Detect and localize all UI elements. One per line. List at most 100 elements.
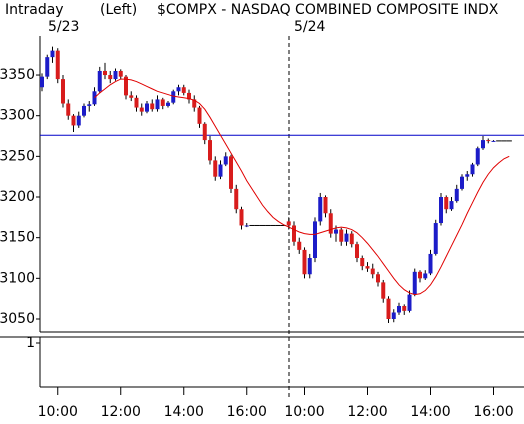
candle-body (339, 229, 344, 242)
candle-body (439, 197, 443, 224)
session-label: 5/24 (294, 19, 326, 35)
candle-body (103, 70, 107, 76)
candle-body (208, 140, 212, 161)
candle-body (108, 75, 113, 80)
candle-body (87, 104, 92, 106)
candle-body (171, 91, 176, 103)
y-tick-label: 1 (26, 335, 35, 351)
candle-body (328, 213, 333, 234)
chart-title: $COMPX - NASDAQ COMBINED COMPOSITE INDX (157, 2, 499, 18)
candle-body (365, 266, 370, 269)
y-tick-label: 3200 (0, 189, 35, 205)
x-tick-label: 12:00 (101, 404, 141, 420)
scale-side-label: (Left) (100, 2, 137, 18)
candle-body (318, 197, 323, 222)
candle-body (61, 79, 65, 104)
x-tick-label: 16:00 (473, 404, 513, 420)
candle-body (139, 107, 144, 112)
candle-body (160, 99, 165, 106)
candle-body (397, 305, 401, 313)
candle-body (202, 123, 207, 141)
candle-body (491, 140, 496, 142)
x-tick-label: 16:00 (227, 404, 267, 420)
candle-body (234, 188, 239, 210)
candle-body (213, 160, 218, 177)
candle-body (307, 258, 312, 275)
x-tick-label: 10:00 (284, 404, 324, 420)
candle-body (82, 105, 86, 116)
interval-label: Intraday (5, 2, 64, 18)
candle-body (192, 99, 197, 108)
candle-body (349, 233, 354, 245)
candle-body (71, 115, 76, 126)
candle-body (166, 102, 170, 106)
candle-body (360, 258, 365, 267)
candle-body (486, 140, 491, 142)
candle-body (134, 97, 139, 108)
x-tick-label: 14:00 (410, 404, 450, 420)
candle-body (376, 274, 380, 283)
candle-body (313, 221, 317, 258)
candle-body (391, 312, 396, 319)
candle-body (97, 70, 102, 92)
candle-body (402, 305, 407, 311)
candle-body (344, 233, 349, 242)
candle-body (292, 225, 296, 242)
candle-body (444, 197, 449, 210)
candle-body (150, 103, 155, 110)
x-tick-label: 14:00 (164, 404, 204, 420)
candle-body (323, 197, 328, 214)
candle-body (92, 91, 97, 105)
candle-body (181, 87, 186, 93)
y-tick-label: 3300 (0, 108, 35, 124)
candle-body (129, 95, 134, 98)
candle-body (197, 107, 202, 124)
candle-body (428, 253, 433, 274)
candle-body (286, 221, 291, 226)
candle-body (407, 294, 412, 311)
candle-body (470, 164, 475, 175)
candle-body (223, 156, 228, 165)
candle-body (118, 70, 123, 77)
candle-body (418, 271, 422, 279)
candle-body (45, 57, 50, 77)
candle-body (244, 225, 249, 227)
candle-body (334, 229, 338, 234)
candle-body (381, 282, 386, 299)
x-tick-label: 12:00 (347, 404, 387, 420)
y-tick-label: 3150 (0, 230, 35, 246)
candle-body (449, 201, 454, 210)
candle-body (229, 156, 233, 189)
candle-body (302, 249, 307, 275)
candle-body (76, 115, 81, 126)
candle-body (370, 268, 375, 275)
y-tick-label: 3250 (0, 148, 35, 164)
moving-average (94, 78, 510, 296)
candle-body (145, 103, 149, 112)
y-tick-label: 3100 (0, 270, 35, 286)
y-tick-label: 3050 (0, 311, 35, 327)
x-tick-label: 10:00 (38, 404, 78, 420)
candle-body (40, 76, 44, 88)
candle-body (481, 140, 485, 149)
y-tick-label: 3350 (0, 67, 35, 83)
session-label: 5/23 (48, 19, 79, 35)
candle-body (55, 50, 60, 80)
candle-body (239, 209, 244, 226)
candle-body (155, 99, 160, 110)
candle-body (66, 103, 71, 116)
candle-body (454, 188, 459, 202)
candle-body (113, 70, 118, 80)
candle-body (460, 176, 464, 189)
candle-body (50, 50, 55, 58)
candle-body (386, 298, 391, 319)
candle-body (297, 241, 302, 250)
candle-body (176, 87, 181, 92)
candle-body (433, 223, 438, 254)
candle-body (475, 148, 480, 165)
candle-body (218, 164, 223, 177)
candle-body (355, 244, 359, 258)
candle-body (187, 92, 191, 100)
